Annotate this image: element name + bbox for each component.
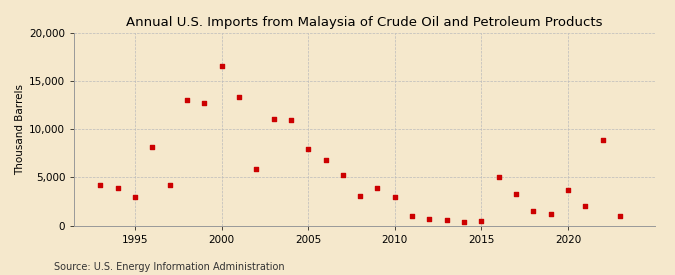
Point <box>563 188 574 192</box>
Point <box>372 186 383 190</box>
Title: Annual U.S. Imports from Malaysia of Crude Oil and Petroleum Products: Annual U.S. Imports from Malaysia of Cru… <box>126 16 603 29</box>
Point <box>251 166 262 171</box>
Point <box>95 183 106 187</box>
Point <box>580 204 591 208</box>
Point <box>389 194 400 199</box>
Point <box>441 218 452 222</box>
Point <box>407 214 418 218</box>
Point <box>615 214 626 218</box>
Point <box>355 194 366 198</box>
Text: Source: U.S. Energy Information Administration: Source: U.S. Energy Information Administ… <box>54 262 285 272</box>
Point <box>320 158 331 162</box>
Point <box>528 209 539 213</box>
Point <box>303 147 314 152</box>
Point <box>182 98 192 103</box>
Point <box>164 183 175 187</box>
Point <box>459 220 470 224</box>
Y-axis label: Thousand Barrels: Thousand Barrels <box>15 84 25 175</box>
Point <box>130 194 140 199</box>
Point <box>424 217 435 221</box>
Point <box>597 138 608 142</box>
Point <box>234 94 244 99</box>
Point <box>493 175 504 180</box>
Point <box>511 191 522 196</box>
Point <box>338 173 348 178</box>
Point <box>545 212 556 216</box>
Point <box>147 144 158 149</box>
Point <box>112 186 123 190</box>
Point <box>286 117 296 122</box>
Point <box>199 101 210 105</box>
Point <box>476 218 487 223</box>
Point <box>216 64 227 68</box>
Point <box>268 116 279 121</box>
